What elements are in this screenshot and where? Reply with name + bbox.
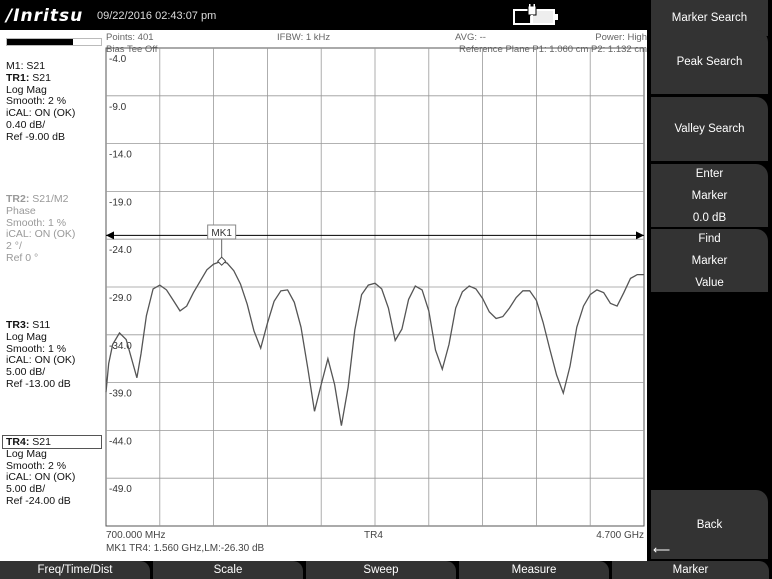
tr2-info[interactable]: TR2: S21/M2 Phase Smooth: 1 % iCAL: ON (… xyxy=(6,193,76,265)
y-tick-label: -39.0 xyxy=(109,389,132,400)
y-tick-label: -4.0 xyxy=(109,54,127,65)
tr2-param: S21/M2 xyxy=(29,193,69,205)
menu-measure[interactable]: Measure xyxy=(459,561,609,579)
left-indicator-bar xyxy=(6,38,102,46)
reference-plane-readout: Reference Plane P1: 1.060 cm P2: 1.132 c… xyxy=(459,44,647,55)
enter-marker-button[interactable]: Enter Marker 0.0 dB xyxy=(651,164,768,227)
back-arrow-icon: ⟵ xyxy=(653,543,671,557)
menu-freq-time-dist[interactable]: Freq/Time/Dist xyxy=(0,561,150,579)
start-frequency: 700.000 MHz xyxy=(106,530,165,541)
marker-label: MK1 xyxy=(211,228,232,239)
ifbw-readout: IFBW: 1 kHz xyxy=(277,32,331,43)
marker-readout: MK1 TR4: 1.560 GHz,LM:-26.30 dB xyxy=(106,543,265,554)
tr2-format: Phase xyxy=(6,204,36,217)
tr1-title: TR1: xyxy=(6,71,30,84)
tr2-smooth: Smooth: 1 % xyxy=(6,216,67,229)
active-trace-highlight xyxy=(2,435,102,449)
y-axis-labels: -4.0 -9.0 -14.0 -19.0 -24.0 -29.0 -34.0 -39.0 -4… xyxy=(109,54,132,495)
tr3-scale: 5.00 dB/ xyxy=(6,366,46,379)
tr3-ical: iCAL: ON (OK) xyxy=(6,354,76,367)
back-button[interactable]: Back ⟵ xyxy=(651,490,768,559)
tr2-title: TR2: xyxy=(6,193,30,205)
tr3-format: Log Mag xyxy=(6,330,47,343)
avg-readout: AVG: -- xyxy=(455,32,486,43)
enter-marker-line2: Marker xyxy=(691,189,728,202)
trace-line xyxy=(105,260,644,426)
menu-sweep[interactable]: Sweep xyxy=(306,561,456,579)
tr4-ical: iCAL: ON (OK) xyxy=(6,471,76,484)
ref-arrow-right-icon xyxy=(636,231,644,240)
y-tick-label: -24.0 xyxy=(109,245,132,256)
tr2-scale: 2 °/ xyxy=(6,240,22,253)
trace-name: TR4 xyxy=(364,530,383,541)
tr4-format: Log Mag xyxy=(6,447,47,460)
tr1-scale: 0.40 dB/ xyxy=(6,118,46,131)
tr3-param: S11 xyxy=(29,319,51,331)
softkey-panel: Marker Search Peak Search Valley Search … xyxy=(647,0,772,561)
y-tick-label: -44.0 xyxy=(109,436,132,447)
title-bar: /Inritsu 09/22/2016 02:43:07 pm xyxy=(0,0,647,30)
tr4-param: S21 xyxy=(29,436,51,448)
tr3-smooth: Smooth: 1 % xyxy=(6,342,67,355)
find-marker-line2: Marker xyxy=(691,254,728,267)
find-marker-line3: Value xyxy=(695,276,724,289)
left-indicator-fill xyxy=(7,39,73,45)
y-tick-label: -19.0 xyxy=(109,197,132,208)
tr1-info[interactable]: M1: S21 TR1: S21 Log Mag Smooth: 2 % iCA… xyxy=(6,60,76,144)
anritsu-logo: /Inritsu xyxy=(6,6,84,26)
peak-search-button[interactable]: Peak Search xyxy=(651,30,768,94)
tr4-ref: Ref -24.00 dB xyxy=(6,494,71,507)
tr2-ical: iCAL: ON (OK) xyxy=(6,228,76,241)
enter-marker-line1: Enter xyxy=(695,167,724,180)
tr4-title: TR4: xyxy=(6,436,30,448)
power-readout: Power: High xyxy=(595,32,647,43)
marker-m1-label: M1: S21 xyxy=(6,60,46,72)
tr3-title: TR3: xyxy=(6,319,30,331)
marker-diamond-icon xyxy=(216,256,227,266)
peak-search-label: Peak Search xyxy=(676,56,743,68)
tr3-info[interactable]: TR3: S11 Log Mag Smooth: 1 % iCAL: ON (O… xyxy=(6,319,76,391)
menu-marker[interactable]: Marker xyxy=(612,561,769,579)
tr2-ref: Ref 0 ° xyxy=(6,251,39,264)
y-tick-label: -14.0 xyxy=(109,150,132,161)
y-tick-label: -34.0 xyxy=(109,341,132,352)
tr4-info[interactable]: TR4: S21 Log Mag Smooth: 2 % iCAL: ON (O… xyxy=(6,436,76,508)
menu-scale[interactable]: Scale xyxy=(153,561,303,579)
tr1-format: Log Mag xyxy=(6,83,47,96)
find-marker-value-button[interactable]: Find Marker Value xyxy=(651,229,768,292)
back-label: Back xyxy=(696,518,723,531)
trace-info-panel: M1: S21 TR1: S21 Log Mag Smooth: 2 % iCA… xyxy=(0,30,103,561)
main-menu-bar: Freq/Time/Dist Scale Sweep Measure Marke… xyxy=(0,561,772,579)
enter-marker-value: 0.0 dB xyxy=(692,211,727,224)
valley-search-label: Valley Search xyxy=(674,123,745,135)
battery-terminal xyxy=(554,14,558,20)
valley-search-button[interactable]: Valley Search xyxy=(651,97,768,161)
ref-arrow-left-icon xyxy=(106,231,114,240)
points-readout: Points: 401 xyxy=(106,32,154,43)
tr3-ref: Ref -13.00 dB xyxy=(6,377,71,390)
y-tick-label: -9.0 xyxy=(109,102,127,113)
tr1-ical: iCAL: ON (OK) xyxy=(6,107,76,120)
marker-label-box xyxy=(207,224,237,240)
measurement-screen: M1: S21 TR1: S21 Log Mag Smooth: 2 % iCA… xyxy=(0,30,647,561)
battery-level xyxy=(515,11,531,23)
bias-tee-status: Bias Tee Off xyxy=(106,44,158,55)
tr1-ref: Ref -9.00 dB xyxy=(6,130,65,143)
tr4-scale: 5.00 dB/ xyxy=(6,483,46,496)
plug-icon xyxy=(527,4,537,24)
datetime: 09/22/2016 02:43:07 pm xyxy=(97,10,217,22)
tr1-param: S21 xyxy=(29,71,51,84)
trace-plot[interactable]: -4.0 -9.0 -14.0 -19.0 -24.0 -29.0 -34.0 -39.0 -4… xyxy=(0,30,647,561)
stop-frequency: 4.700 GHz xyxy=(596,530,644,541)
find-marker-line1: Find xyxy=(698,232,721,245)
tr1-smooth: Smooth: 2 % xyxy=(6,95,67,108)
y-tick-label: -29.0 xyxy=(109,293,132,304)
y-tick-label: -49.0 xyxy=(109,484,132,495)
plot-grid xyxy=(105,47,645,527)
tr4-smooth: Smooth: 2 % xyxy=(6,459,67,472)
